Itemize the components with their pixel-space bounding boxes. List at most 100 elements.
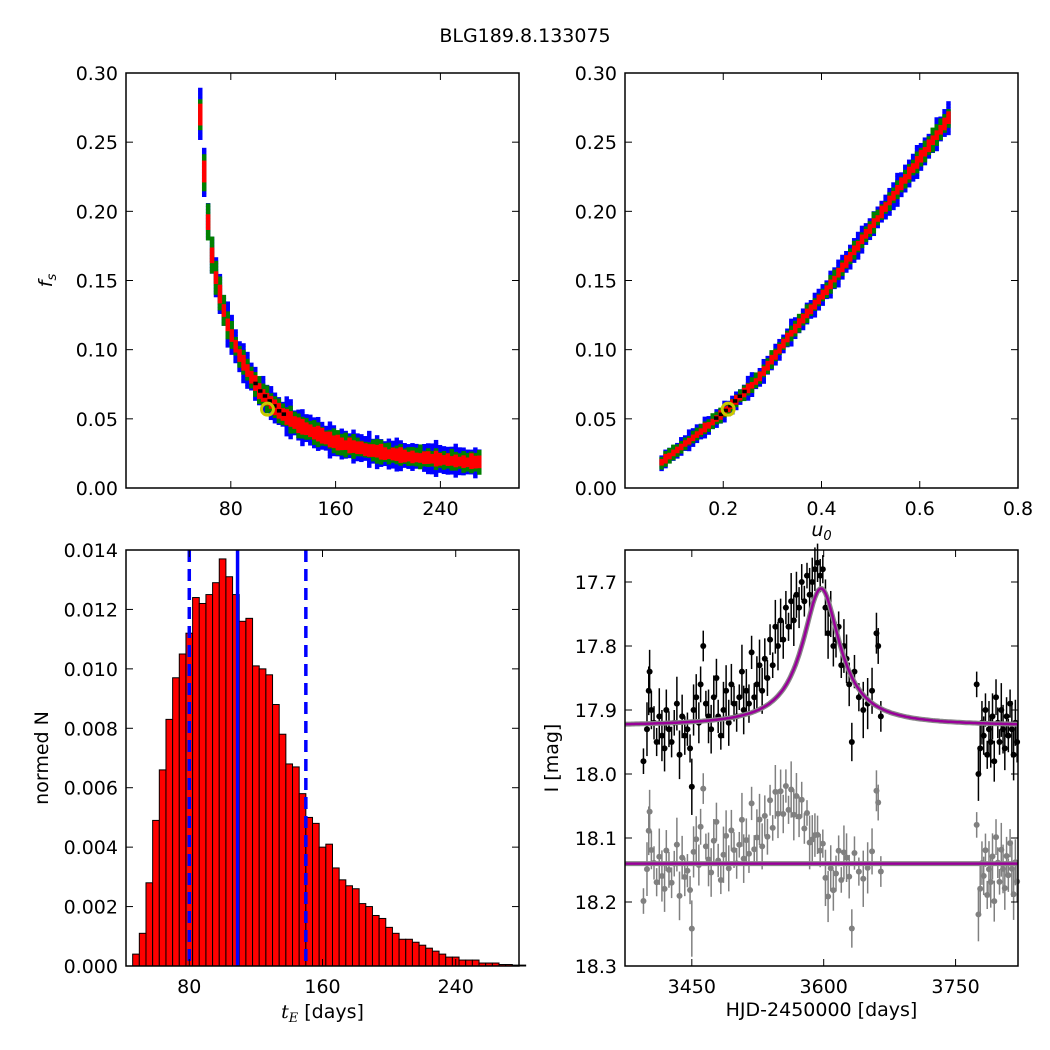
data-point [761,655,768,662]
1-sigma-cell [734,395,739,399]
3-sigma-cell [808,315,814,319]
3-sigma-cell [836,259,841,264]
3-sigma-cell [422,447,427,451]
data-point [690,707,697,713]
1-sigma-cell [457,459,462,464]
1-sigma-cell [946,120,951,124]
3-sigma-cell [457,471,462,476]
1-sigma-cell [292,425,297,429]
3-sigma-cell [761,358,766,363]
data-point [723,687,730,694]
3-sigma-cell [339,428,344,433]
3-sigma-cell [855,237,861,242]
x-axis-label: HJD-2450000 [days] [726,999,918,1021]
2-sigma-cell [875,212,880,217]
2-sigma-cell [922,155,928,160]
best-fit-cell [281,412,287,416]
3-sigma-cell [339,431,344,436]
1-sigma-cell [946,114,951,118]
1-sigma-cell [429,453,435,458]
1-sigma-cell [781,344,786,349]
1-sigma-cell [871,218,877,222]
histogram-bar [138,932,147,967]
1-sigma-cell [288,411,293,415]
2-sigma-cell [796,313,802,318]
3-sigma-cell [859,228,865,233]
1-sigma-cell [702,422,708,427]
3-sigma-cell [343,430,348,435]
3-sigma-cell [457,450,462,454]
1-sigma-cell [245,370,250,374]
1-sigma-cell [722,406,727,411]
1-sigma-cell [390,456,396,461]
y-tick-label: 18.3 [575,956,617,978]
data-point [877,713,884,720]
y-axis-label-sub: s [45,274,60,281]
1-sigma-cell [851,245,857,250]
2-sigma-cell [675,444,680,448]
2-sigma-cell [378,439,384,444]
3-sigma-cell [686,429,692,433]
2-sigma-cell [887,192,892,196]
2-sigma-cell [237,361,242,365]
residual-point [774,810,781,817]
data-point [1005,732,1012,739]
3-sigma-cell [800,308,806,312]
2-sigma-cell [914,151,920,156]
1-sigma-cell [429,459,435,464]
1-sigma-cell [374,447,380,452]
2-sigma-cell [410,462,415,466]
1-sigma-cell [441,455,447,459]
data-point [798,579,805,585]
y-tick-label: 0.10 [575,340,617,362]
1-sigma-cell [800,313,806,318]
residual-point [1001,885,1008,892]
1-sigma-cell [473,458,478,463]
1-sigma-cell [260,398,266,402]
1-sigma-cell [461,464,466,469]
3-sigma-cell [840,254,845,259]
2-sigma-cell [374,441,380,446]
3-sigma-cell [926,155,932,159]
3-sigma-cell [359,458,364,463]
x-axis-label-u: u [811,519,823,541]
1-sigma-cell [331,435,337,439]
1-sigma-cell [675,446,680,451]
residual-point [830,887,837,894]
1-sigma-cell [457,462,462,467]
3-sigma-cell [730,395,735,400]
1-sigma-cell [363,452,368,456]
1-sigma-cell [241,360,246,365]
1-sigma-cell [359,447,364,452]
2-sigma-cell [926,136,932,140]
1-sigma-cell [457,456,462,461]
data-point [736,694,743,701]
1-sigma-cell [367,447,372,451]
2-sigma-cell [308,420,313,425]
1-sigma-cell [433,450,439,455]
residual-point [827,865,834,872]
1-sigma-cell [461,458,466,462]
1-sigma-cell [319,440,325,444]
x-tick-label: 0.6 [905,498,935,520]
3-sigma-cell [198,93,203,98]
data-point [764,675,771,681]
2-sigma-cell [441,463,447,467]
1-sigma-cell [465,463,470,468]
data-point [702,700,709,707]
data-point [803,572,810,579]
2-sigma-cell [221,316,227,320]
3-sigma-cell [722,415,727,420]
2-sigma-cell [667,460,672,464]
1-sigma-cell [773,353,778,357]
3-sigma-cell [327,424,333,429]
residual-point [751,846,758,853]
data-point [688,783,695,790]
1-sigma-cell [918,152,924,157]
data-point [665,726,672,733]
y-tick-label: 0.012 [64,599,118,621]
residual-point [643,866,650,873]
1-sigma-cell [769,357,774,362]
2-sigma-cell [445,465,451,469]
3-sigma-cell [891,203,896,208]
